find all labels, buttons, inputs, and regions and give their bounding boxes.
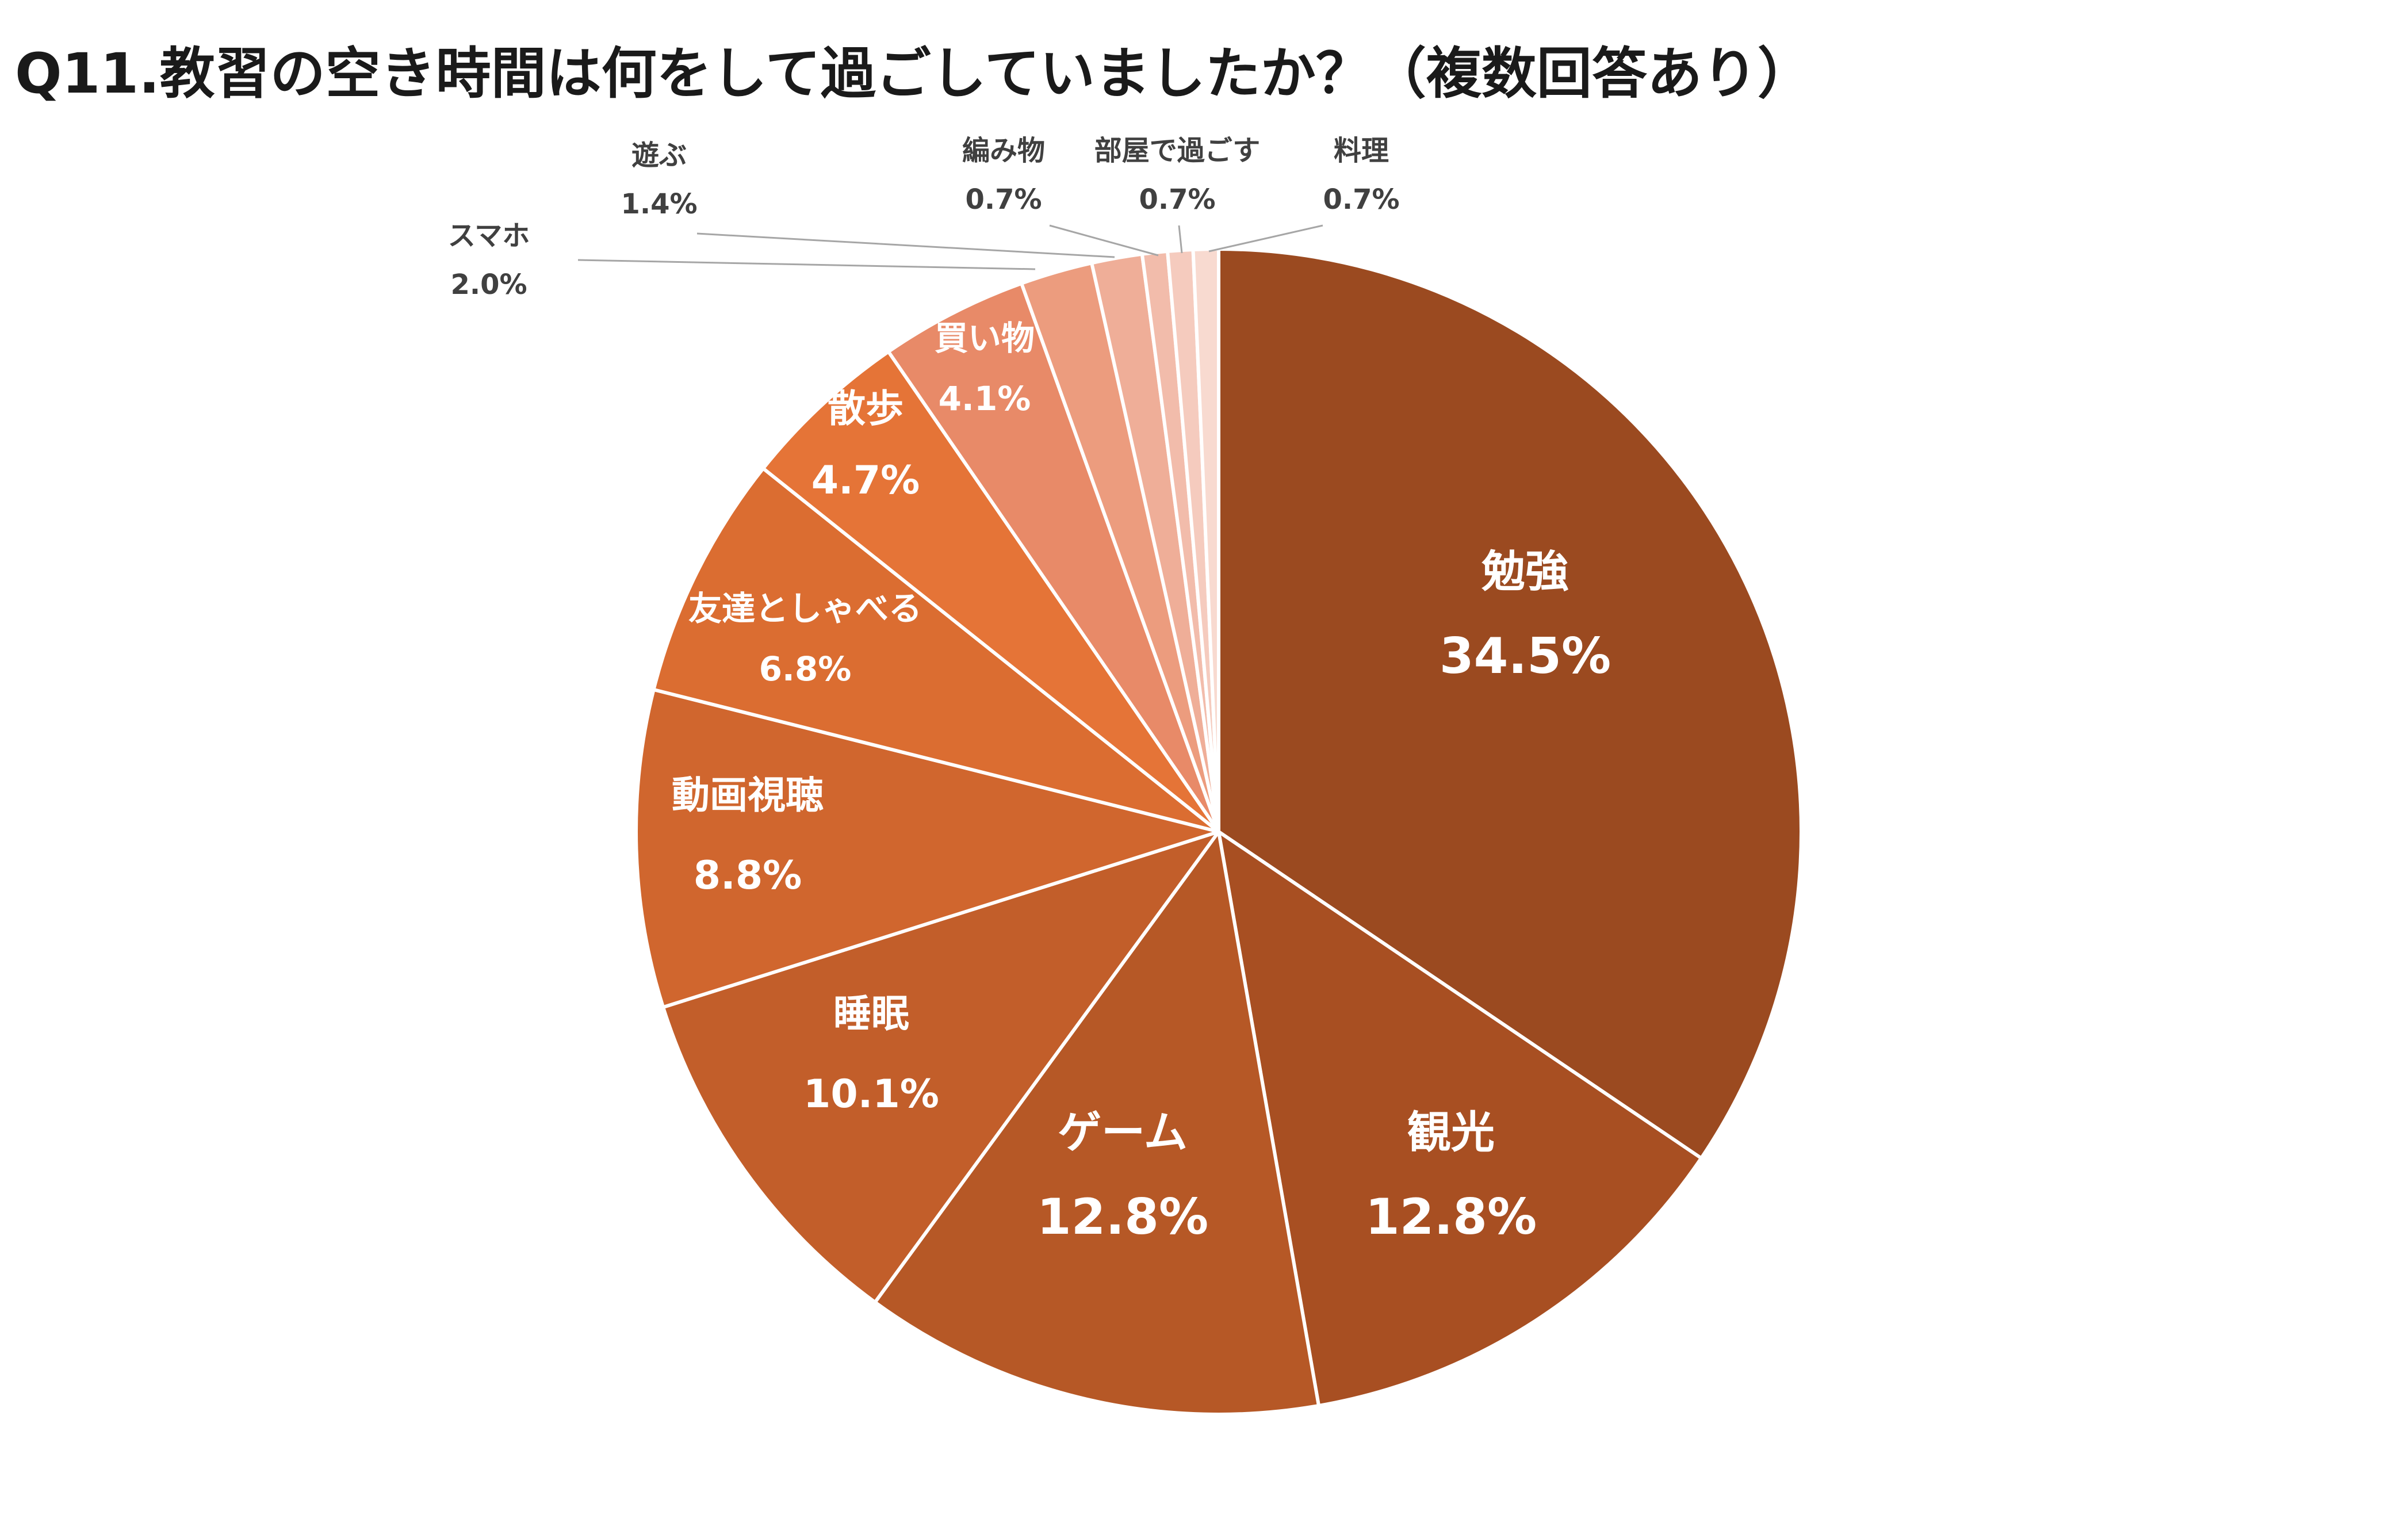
slice-label-percent: 34.5% <box>1440 628 1611 685</box>
slice-label-percent: 2.0% <box>450 269 527 301</box>
slice-label-percent: 0.7% <box>965 183 1042 216</box>
pie-slice <box>661 830 1220 1305</box>
pie-slice <box>1217 247 1803 1160</box>
slice-labels: 勉強 34.5% 観光 12.8% ゲーム 12.8% 睡眠 10.1% 動画視聴 8.8% 友達と… <box>448 135 1611 1246</box>
pie-slice <box>761 350 1220 833</box>
slice-label-percent: 8.8% <box>694 853 802 898</box>
slice-label-percent: 4.7% <box>811 458 920 503</box>
slice-label-percent: 0.7% <box>1323 183 1399 216</box>
slice-label-name: 友達としゃべる <box>688 589 922 628</box>
slice-label-name: 部屋で過ごす <box>1094 135 1260 167</box>
slice-label-name: スマホ <box>448 220 530 252</box>
leader-lines <box>577 224 1323 270</box>
pie-slice <box>1217 830 1703 1407</box>
slice-label-percent: 10.1% <box>803 1072 939 1117</box>
slice-label-name: 遊ぶ <box>631 139 687 171</box>
chart-title: Q11.教習の空き時間は何をして過ごしていましたか？（複数回答あり） <box>15 41 1813 106</box>
pie-slice <box>886 281 1220 833</box>
slice-label-name: 買い物 <box>935 319 1035 358</box>
slice-label-percent: 12.8% <box>1037 1188 1208 1246</box>
leader-line <box>696 232 1115 258</box>
slice-label-name: ゲーム <box>1058 1107 1188 1158</box>
slice-label-name: 編み物 <box>962 135 1045 167</box>
slice-label-percent: 0.7% <box>1139 183 1215 216</box>
pie-slice <box>652 466 1220 833</box>
pie-slice <box>873 830 1320 1416</box>
slice-label-percent: 12.8% <box>1365 1188 1537 1246</box>
slice-label-percent: 6.8% <box>759 649 852 688</box>
slice-label-percent: 4.1% <box>939 379 1031 418</box>
leader-line <box>577 259 1036 270</box>
slice-label-name: 散歩 <box>828 387 904 431</box>
pie-slice <box>634 687 1220 1009</box>
slice-label-name: 観光 <box>1407 1107 1495 1158</box>
leader-line <box>1178 225 1183 254</box>
slice-label-name: 勉強 <box>1481 546 1569 597</box>
pie-slices <box>634 247 1803 1416</box>
slice-label-name: 料理 <box>1334 135 1389 167</box>
leader-line <box>1208 224 1323 253</box>
leader-line <box>1049 224 1159 257</box>
slice-label-name: 睡眠 <box>833 992 909 1036</box>
slice-label-percent: 1.4% <box>621 188 697 220</box>
slice-label-name: 動画視聴 <box>672 773 824 817</box>
